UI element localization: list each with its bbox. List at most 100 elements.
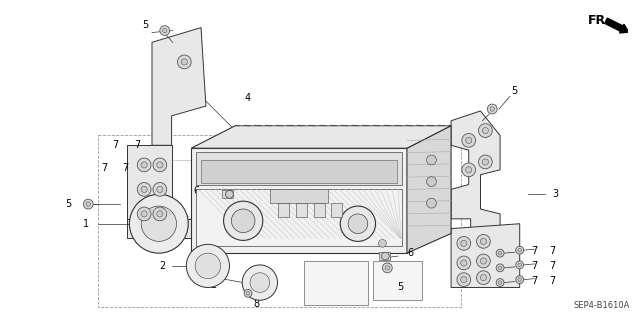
Circle shape [487,104,497,114]
Circle shape [466,137,472,144]
Circle shape [481,275,486,281]
Circle shape [481,238,486,244]
Circle shape [181,59,188,65]
Polygon shape [201,160,397,182]
Circle shape [232,209,255,233]
Circle shape [138,158,151,172]
Circle shape [244,289,252,297]
Circle shape [461,260,467,266]
Circle shape [340,206,376,241]
Text: 7: 7 [101,163,107,173]
Text: 6: 6 [193,186,199,197]
Text: 5: 5 [511,86,517,96]
Circle shape [195,253,221,278]
Circle shape [516,261,524,269]
Circle shape [138,182,151,196]
Bar [269,189,328,203]
Circle shape [516,276,524,284]
Circle shape [378,240,387,247]
Circle shape [518,278,522,281]
Circle shape [479,124,492,137]
Text: 3: 3 [552,189,558,199]
Polygon shape [152,28,206,145]
Text: FR.: FR. [588,14,611,27]
Bar [332,203,342,217]
Circle shape [385,266,390,270]
Circle shape [483,159,488,165]
Text: 7: 7 [134,140,140,150]
Circle shape [499,281,502,284]
Circle shape [462,163,476,177]
Circle shape [160,26,170,35]
Bar [378,252,390,260]
Circle shape [163,28,167,33]
Bar [304,261,368,305]
Circle shape [457,256,470,270]
Circle shape [348,214,368,234]
Circle shape [516,246,524,254]
Text: 7: 7 [531,276,538,286]
Circle shape [141,206,177,241]
Text: 5: 5 [397,282,403,293]
Text: 2: 2 [159,261,166,271]
Circle shape [186,244,230,287]
Circle shape [477,254,490,268]
Bar [278,203,289,217]
Circle shape [518,263,522,267]
Polygon shape [127,219,191,238]
Polygon shape [191,148,407,253]
Circle shape [496,264,504,272]
Polygon shape [127,145,172,229]
Circle shape [477,234,490,248]
Text: 2: 2 [211,279,217,290]
Polygon shape [191,126,451,148]
Circle shape [461,277,467,283]
Text: 5: 5 [142,20,148,30]
FancyArrow shape [605,18,628,33]
Circle shape [242,265,278,300]
Text: 7: 7 [549,276,555,286]
Polygon shape [451,224,520,287]
Circle shape [138,207,151,221]
Bar [314,203,324,217]
Text: 1: 1 [83,219,90,229]
Circle shape [225,190,234,198]
Text: 4: 4 [245,93,251,103]
Text: 7: 7 [531,246,538,256]
Circle shape [86,202,90,206]
Circle shape [426,155,436,165]
Polygon shape [451,111,500,263]
Circle shape [83,199,93,209]
Bar [296,203,307,217]
Bar [98,136,461,307]
Circle shape [490,107,495,111]
Circle shape [499,266,502,270]
Circle shape [141,186,147,192]
Circle shape [462,134,476,147]
Text: SEP4-B1610A: SEP4-B1610A [573,300,630,310]
Circle shape [383,263,392,273]
Bar [372,261,422,300]
Circle shape [153,158,166,172]
Circle shape [461,240,467,247]
Text: 7: 7 [122,163,129,173]
Circle shape [141,211,147,217]
Polygon shape [196,189,402,246]
Circle shape [499,251,502,255]
Text: 7: 7 [549,246,555,256]
Circle shape [477,271,490,285]
Circle shape [518,249,522,252]
Circle shape [457,236,470,250]
Circle shape [246,292,250,295]
Circle shape [157,211,163,217]
Circle shape [381,252,389,260]
Circle shape [153,182,166,196]
Circle shape [479,155,492,169]
Circle shape [250,273,269,293]
Circle shape [177,55,191,69]
Polygon shape [407,126,451,253]
Circle shape [426,177,436,187]
Circle shape [466,167,472,173]
Circle shape [223,201,263,241]
Circle shape [496,278,504,286]
